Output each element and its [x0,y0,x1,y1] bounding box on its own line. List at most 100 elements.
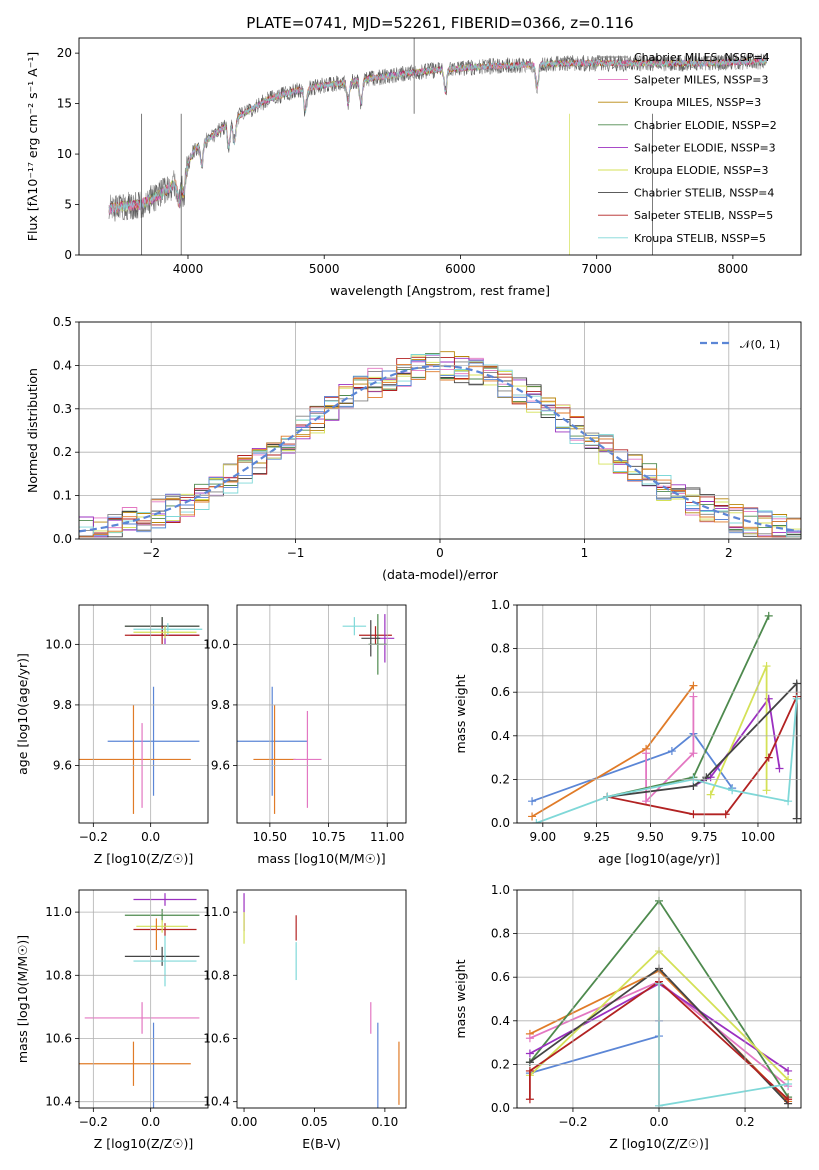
x-tick-label: 0.2 [736,1115,755,1129]
weight-line [529,980,789,1100]
y-tick-label: 9.6 [211,758,230,772]
z-weight-panel: −0.2 0.0 0.2 0.0 0.2 0.4 0.6 0.8 1.0 Z [log10(Z/Z… [453,883,802,1151]
weight-marker [532,819,541,823]
weight-marker [689,810,698,819]
legend-label: Salpeter STELIB, NSSP=5 [634,209,773,222]
weight-marker [762,786,771,795]
y-tick-label: 1.0 [491,598,510,612]
weight-marker [702,773,711,782]
x-tick-label: 10.50 [253,830,287,844]
x-tick-label: 5000 [309,262,340,276]
x-axis-label: Z [log10(Z/Z☉)] [94,851,194,866]
plot-area [243,893,400,1108]
weight-marker [667,747,676,756]
plot-frame [78,37,802,256]
weight-line [607,615,770,798]
mass-age-panel: 10.50 10.75 11.00 9.6 9.8 10.0 mass [log10(M/M… [203,604,407,866]
x-tick-label: 11.00 [370,830,404,844]
x-tick-label: −0.2 [79,830,108,844]
y-tick-label: 0.0 [491,816,510,830]
y-axis-label: mass weight [453,959,468,1038]
x-tick-label: 8000 [718,262,749,276]
x-tick-label: 9.75 [691,830,718,844]
x-tick-label: −2 [142,546,160,560]
y-tick-label: 0.2 [53,445,72,459]
weight-marker [792,694,801,703]
z-age-panel: −0.2 0.0 9.6 9.8 10.0 Z [log10(Z/Z☉)] age [log… [15,604,209,866]
weight-line [658,983,789,1107]
plot-frame [236,889,407,1109]
y-tick-label: 10.6 [45,1031,72,1045]
legend-label: 𝒩(0, 1) [740,338,780,351]
weight-marker [706,790,715,799]
x-tick-label: 0.10 [372,1115,399,1129]
plot-area [108,38,767,255]
x-tick-label: 9.00 [529,830,556,844]
plot-frame [236,604,407,824]
x-tick-label: 7000 [581,262,612,276]
normal-curve [79,364,799,533]
x-tick-label: −0.2 [79,1115,108,1129]
x-tick-label: 4000 [173,262,204,276]
age-weight-panel: 9.00 9.25 9.50 9.75 10.00 0.0 0.2 0.4 0.6 0.8 1.0 a… [453,598,802,866]
y-tick-label: 15 [57,97,72,111]
x-tick-label: 9.50 [637,830,664,844]
weight-marker [784,1066,793,1075]
legend-label: Kroupa MILES, NSSP=3 [634,96,761,109]
x-tick-label: 0.0 [141,1115,160,1129]
plot-area [79,617,203,814]
x-tick-label: 0.0 [141,830,160,844]
weight-line [645,696,695,804]
residual-histogram-panel: −2 −1 0 1 2 0.0 0.1 0.2 0.3 0.4 0.5 (data-model)/er… [25,315,802,582]
x-tick-label: −1 [287,546,305,560]
y-axis-label: Normed distribution [25,368,40,493]
weight-marker [525,1095,534,1104]
weight-marker [775,764,784,773]
weight-marker [642,749,651,758]
y-tick-label: 10 [57,147,72,161]
y-tick-label: 0.4 [491,1014,510,1028]
legend-label: Salpeter ELODIE, NSSP=3 [634,141,776,154]
plot-frame [78,889,209,1109]
x-axis-label: (data-model)/error [382,567,499,582]
x-tick-label: 0.0 [649,1115,668,1129]
y-tick-label: 11.0 [45,905,72,919]
plot-frame [516,889,802,1109]
x-tick-label: 0.00 [231,1115,258,1129]
y-tick-label: 1.0 [491,883,510,897]
weight-marker [528,797,537,806]
y-tick-label: 10.8 [203,968,230,982]
y-tick-label: 0.2 [491,772,510,786]
plot-frame [516,604,802,824]
y-tick-label: 10.0 [203,637,230,651]
z-mass-panel: −0.2 0.0 10.4 10.6 10.8 11.0 Z [log10(Z/Z☉)] ma… [15,889,209,1151]
weight-marker [792,814,801,823]
x-tick-label: 10.75 [311,830,345,844]
y-tick-label: 0.4 [491,729,510,743]
weight-marker [525,1049,534,1058]
plot-frame [78,321,802,540]
y-tick-label: 10.6 [203,1031,230,1045]
y-tick-label: 0.2 [491,1057,510,1071]
y-tick-label: 9.6 [53,758,72,772]
y-tick-label: 0.6 [491,685,510,699]
y-axis-label: mass [log10(M/M☉)] [15,935,30,1063]
weight-line [536,698,798,823]
y-tick-label: 0.8 [491,927,510,941]
weight-line [531,732,733,803]
y-tick-label: 0.4 [53,358,72,372]
y-tick-label: 5 [64,198,72,212]
weight-marker [689,749,698,758]
figure-title: PLATE=0741, MJD=52261, FIBERID=0366, z=0… [246,14,633,32]
weight-marker [764,611,773,620]
legend-label: Chabrier STELIB, NSSP=4 [634,187,774,200]
legend-label: Chabrier MILES, NSSP=4 [634,51,770,64]
weight-marker [792,679,801,688]
legend-label: Kroupa STELIB, NSSP=5 [634,232,766,245]
weight-marker [525,1034,534,1043]
x-axis-label: Z [log10(Z/Z☉)] [94,1136,194,1151]
y-tick-label: 11.0 [203,905,230,919]
legend-label: Salpeter MILES, NSSP=3 [634,74,768,87]
y-axis-label: Flux [fλ10⁻¹⁷ erg cm⁻² s⁻¹ A⁻¹] [25,52,40,241]
